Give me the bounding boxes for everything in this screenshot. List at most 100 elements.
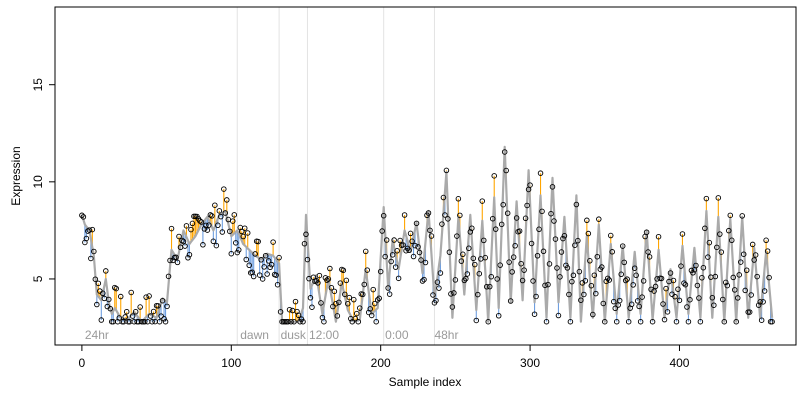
data-point xyxy=(743,267,750,273)
data-point xyxy=(204,227,211,233)
data-point xyxy=(360,291,366,298)
data-point xyxy=(752,252,759,258)
data-point xyxy=(409,238,415,245)
data-point xyxy=(413,220,420,227)
data-point xyxy=(652,283,659,290)
data-point xyxy=(591,272,598,278)
data-point xyxy=(227,228,233,235)
data-point xyxy=(180,238,187,245)
data-point xyxy=(670,277,677,284)
data-point xyxy=(561,233,568,239)
data-point xyxy=(91,248,97,255)
data-point xyxy=(240,233,246,240)
data-point xyxy=(464,271,471,277)
data-point xyxy=(428,233,435,239)
data-point xyxy=(564,265,571,271)
data-point xyxy=(95,280,102,287)
x-tick-label: 0 xyxy=(79,356,86,370)
data-point xyxy=(519,277,526,284)
data-point xyxy=(261,264,267,270)
data-point xyxy=(697,318,704,325)
data-point xyxy=(585,230,592,237)
data-point xyxy=(149,318,155,325)
data-point xyxy=(129,313,136,319)
data-point xyxy=(415,244,421,250)
data-point xyxy=(268,261,275,268)
data-point xyxy=(619,243,626,249)
data-point xyxy=(497,262,503,268)
data-point xyxy=(724,282,731,289)
data-point xyxy=(273,272,279,278)
data-point xyxy=(371,300,378,307)
data-point xyxy=(224,197,230,203)
data-point xyxy=(491,173,497,179)
data-point xyxy=(244,230,251,236)
data-point xyxy=(622,277,629,284)
data-point xyxy=(628,301,635,308)
data-point xyxy=(693,262,699,269)
data-point xyxy=(256,272,263,278)
x-axis: 0 100 200 300 400 xyxy=(79,345,690,370)
data-point xyxy=(143,294,149,300)
data-point xyxy=(373,318,379,325)
data-point xyxy=(452,277,459,283)
data-point xyxy=(380,212,387,219)
data-point xyxy=(640,278,647,284)
data-point xyxy=(651,288,657,294)
data-point xyxy=(304,256,311,263)
data-point xyxy=(470,255,477,262)
data-point xyxy=(146,293,152,299)
data-point xyxy=(664,309,671,315)
data-point xyxy=(557,274,563,280)
data-point xyxy=(730,274,737,281)
data-point xyxy=(400,242,406,248)
data-point xyxy=(582,278,589,284)
data-point xyxy=(506,259,512,265)
data-point xyxy=(86,227,93,233)
data-point xyxy=(593,290,599,297)
data-point xyxy=(92,276,99,282)
data-point xyxy=(618,271,624,278)
data-point xyxy=(210,238,217,245)
data-point xyxy=(570,272,577,279)
data-point xyxy=(721,318,728,325)
data-point xyxy=(576,268,583,275)
data-point xyxy=(307,295,314,301)
data-point xyxy=(107,305,114,312)
data-point xyxy=(769,318,775,325)
data-point xyxy=(382,253,388,260)
data-point xyxy=(170,257,176,264)
data-point xyxy=(690,270,696,276)
data-point xyxy=(527,182,533,188)
data-point xyxy=(216,208,223,214)
data-point xyxy=(663,285,669,292)
data-point xyxy=(540,248,547,255)
data-point xyxy=(449,304,456,310)
data-point xyxy=(522,215,529,222)
data-point xyxy=(676,297,683,304)
data-point xyxy=(572,242,578,248)
data-point xyxy=(624,276,630,282)
data-point xyxy=(694,282,701,289)
data-point xyxy=(475,291,481,298)
data-point xyxy=(167,257,173,264)
y-axis-title: Expression xyxy=(9,146,23,205)
data-point xyxy=(236,247,242,253)
data-point xyxy=(549,184,556,190)
data-points xyxy=(79,149,775,325)
data-point xyxy=(173,254,179,261)
data-point xyxy=(454,233,460,239)
data-point xyxy=(331,288,338,295)
data-point xyxy=(174,259,181,266)
data-point xyxy=(316,272,323,279)
data-point xyxy=(613,318,620,325)
data-point xyxy=(262,252,269,259)
data-point xyxy=(389,252,396,258)
data-point xyxy=(675,286,681,292)
data-point xyxy=(219,229,226,235)
data-point xyxy=(588,282,595,289)
data-point xyxy=(206,222,212,228)
data-point xyxy=(751,257,757,263)
data-point xyxy=(712,273,719,280)
data-point xyxy=(397,237,403,244)
